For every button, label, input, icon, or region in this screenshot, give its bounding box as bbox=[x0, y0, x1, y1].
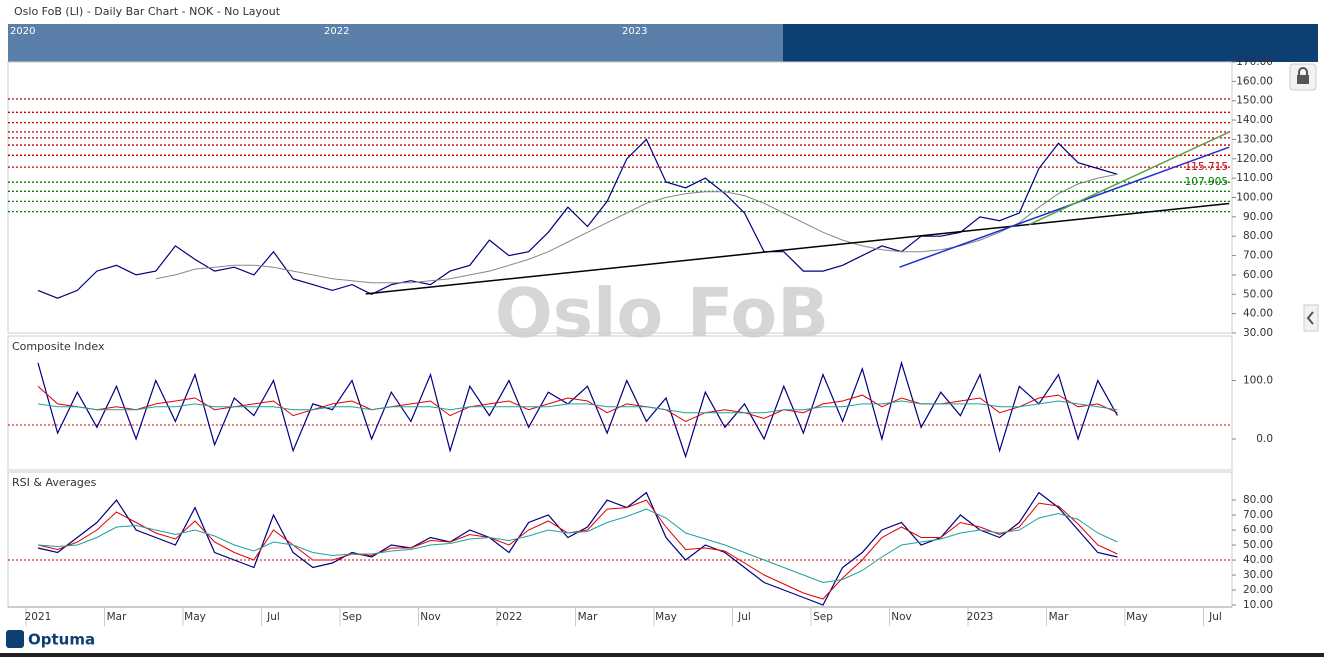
y-tick-label: 40.00 bbox=[1243, 308, 1273, 320]
y-tick-label: 40.00 bbox=[1243, 554, 1273, 566]
y-tick-label: 150.00 bbox=[1236, 95, 1273, 107]
x-tick-label: May bbox=[655, 611, 677, 623]
logo-text: Optuma bbox=[28, 631, 95, 649]
x-tick-label: May bbox=[184, 611, 206, 623]
y-tick-label: 140.00 bbox=[1236, 114, 1273, 126]
y-tick-label: 110.00 bbox=[1236, 172, 1273, 184]
y-tick-label: 80.00 bbox=[1243, 494, 1273, 506]
watermark: Oslo FoB bbox=[495, 275, 829, 354]
y-tick-label: 20.00 bbox=[1243, 584, 1273, 596]
y-tick-label: 80.00 bbox=[1243, 230, 1273, 242]
trend-line bbox=[1028, 131, 1230, 226]
lock-icon bbox=[1298, 67, 1308, 75]
chart-title: Oslo FoB (LI) - Daily Bar Chart - NOK - … bbox=[14, 5, 281, 18]
x-tick-label: Nov bbox=[891, 611, 912, 623]
y-tick-label: 60.00 bbox=[1243, 269, 1273, 281]
y-tick-label: 50.00 bbox=[1243, 288, 1273, 300]
x-tick-label: Jul bbox=[1208, 611, 1222, 623]
trend-line bbox=[899, 146, 1230, 268]
series-line bbox=[37, 138, 1118, 299]
y-tick-label: 170.00 bbox=[1236, 56, 1273, 68]
navigator-label: 2023 bbox=[622, 26, 647, 37]
y-tick-label: 30.00 bbox=[1243, 569, 1273, 581]
y-tick-label: 60.00 bbox=[1243, 524, 1273, 536]
bottom-bar bbox=[0, 653, 1324, 657]
side-panel-toggle[interactable] bbox=[1303, 304, 1319, 332]
navigator-label: 2020 bbox=[10, 26, 35, 37]
logo-icon bbox=[6, 630, 24, 648]
navigator-track[interactable] bbox=[783, 24, 1318, 62]
x-tick-label: Sep bbox=[342, 611, 362, 623]
y-tick-label: 0.0 bbox=[1256, 433, 1273, 445]
series-line bbox=[37, 499, 1118, 600]
y-tick-label: 30.00 bbox=[1243, 327, 1273, 339]
y-tick-label: 130.00 bbox=[1236, 133, 1273, 145]
series-line bbox=[37, 400, 1118, 414]
series-line bbox=[37, 360, 1118, 459]
series-line bbox=[37, 508, 1118, 584]
x-tick-label: Nov bbox=[420, 611, 441, 623]
x-tick-label: Jul bbox=[266, 611, 280, 623]
panel-frame bbox=[7, 335, 1233, 471]
x-tick-label: Sep bbox=[813, 611, 833, 623]
y-tick-label: 10.00 bbox=[1243, 599, 1273, 611]
navigator-label: 2022 bbox=[324, 26, 349, 37]
x-tick-label: Mar bbox=[1049, 611, 1069, 623]
level-label: 115.715 bbox=[1185, 161, 1228, 173]
y-tick-label: 100.0 bbox=[1243, 374, 1273, 386]
x-tick-label: Jul bbox=[737, 611, 751, 623]
x-tick-label: Mar bbox=[578, 611, 598, 623]
y-tick-label: 90.00 bbox=[1243, 211, 1273, 223]
lock-icon bbox=[1297, 75, 1309, 84]
arrow-icon bbox=[1306, 311, 1314, 325]
x-tick-label: 2022 bbox=[496, 611, 523, 623]
x-tick-label: Mar bbox=[107, 611, 127, 623]
x-tick-label: May bbox=[1126, 611, 1148, 623]
panel-title: RSI & Averages bbox=[12, 476, 97, 489]
y-tick-label: 100.00 bbox=[1236, 192, 1273, 204]
level-label: 107.905 bbox=[1185, 176, 1228, 188]
x-tick-label: 2023 bbox=[967, 611, 994, 623]
trend-line bbox=[365, 202, 1230, 295]
y-tick-label: 120.00 bbox=[1236, 153, 1273, 165]
y-tick-label: 160.00 bbox=[1236, 75, 1273, 87]
y-tick-label: 50.00 bbox=[1243, 539, 1273, 551]
x-tick-label: 2021 bbox=[25, 611, 52, 623]
y-tick-label: 70.00 bbox=[1243, 509, 1273, 521]
y-tick-label: 70.00 bbox=[1243, 250, 1273, 262]
panel-title: Composite Index bbox=[12, 340, 105, 353]
navigator-window[interactable] bbox=[8, 24, 783, 62]
